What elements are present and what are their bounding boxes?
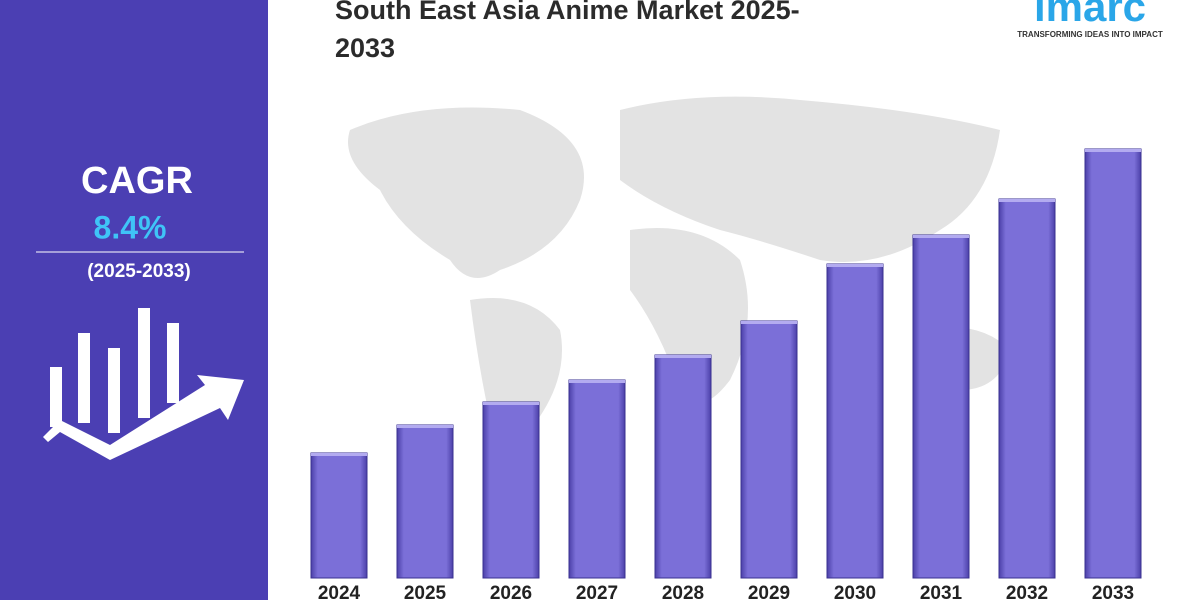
bar-top	[483, 402, 539, 405]
bar-top	[741, 321, 797, 324]
logo-name: imarc	[1034, 0, 1146, 30]
x-tick-label: 2028	[662, 583, 704, 600]
bar-top	[827, 264, 883, 267]
logo-tagline: TRANSFORMING IDEAS INTO IMPACT	[1017, 30, 1163, 39]
x-tick-label: 2031	[920, 583, 963, 600]
chart-title: South East Asia Anime Market 2025-2033	[335, 0, 800, 63]
bar-top	[1085, 149, 1141, 152]
bar	[482, 401, 540, 579]
x-tick-label: 2029	[748, 583, 790, 600]
x-tick-label: 2026	[490, 583, 532, 600]
growth-icon	[43, 308, 244, 460]
bar-top	[311, 453, 367, 456]
bar-top	[397, 425, 453, 428]
bar-top	[655, 355, 711, 358]
sidebar	[0, 0, 268, 600]
bar	[568, 379, 626, 579]
cagr-period: (2025-2033)	[87, 261, 191, 282]
bar	[396, 424, 454, 579]
bar	[740, 320, 798, 579]
bar	[310, 452, 368, 579]
x-tick-label: 2024	[318, 583, 361, 600]
bar	[998, 198, 1056, 579]
bar-top	[569, 380, 625, 383]
x-tick-label: 2033	[1092, 583, 1134, 600]
bar	[912, 234, 970, 579]
bar	[654, 354, 712, 579]
x-tick-label: 2025	[404, 583, 447, 600]
bar-top	[913, 235, 969, 238]
x-tick-label: 2030	[834, 583, 876, 600]
x-tick-label: 2032	[1006, 583, 1048, 600]
cagr-label: CAGR	[81, 160, 193, 202]
world-map	[348, 96, 1010, 453]
bar	[826, 263, 884, 579]
bar	[1084, 148, 1142, 579]
cagr-rate: 8.4%	[94, 209, 167, 245]
x-tick-label: 2027	[576, 583, 618, 600]
bar-top	[999, 199, 1055, 202]
